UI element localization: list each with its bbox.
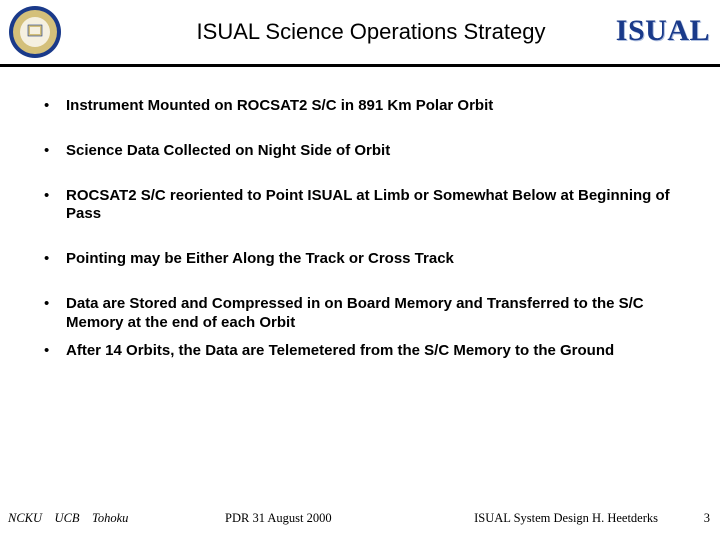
footer-page-number: 3	[704, 511, 710, 526]
bullet-text: After 14 Orbits, the Data are Telemetere…	[66, 342, 676, 361]
bullet-list: • Instrument Mounted on ROCSAT2 S/C in 8…	[44, 97, 676, 361]
bullet-dot-icon: •	[44, 187, 66, 206]
footer-orgs: NCKU UCB Tohoku	[8, 511, 128, 526]
bullet-text: Pointing may be Either Along the Track o…	[66, 250, 676, 269]
bullet-item: • Instrument Mounted on ROCSAT2 S/C in 8…	[44, 97, 676, 116]
slide-body: • Instrument Mounted on ROCSAT2 S/C in 8…	[0, 67, 720, 361]
bullet-dot-icon: •	[44, 97, 66, 116]
bullet-item: • Science Data Collected on Night Side o…	[44, 142, 676, 161]
bullet-text: Instrument Mounted on ROCSAT2 S/C in 891…	[66, 97, 676, 116]
footer-org-a: NCKU	[8, 511, 42, 525]
footer-org-b: UCB	[55, 511, 80, 525]
bullet-item: • Pointing may be Either Along the Track…	[44, 250, 676, 269]
bullet-text: Data are Stored and Compressed in on Boa…	[66, 295, 676, 333]
bullet-item: • Data are Stored and Compressed in on B…	[44, 295, 676, 333]
bullet-item: • After 14 Orbits, the Data are Telemete…	[44, 342, 676, 361]
bullet-dot-icon: •	[44, 295, 66, 314]
footer-date: PDR 31 August 2000	[225, 511, 332, 526]
bullet-text: Science Data Collected on Night Side of …	[66, 142, 676, 161]
university-seal-icon	[8, 5, 62, 59]
bullet-item: • ROCSAT2 S/C reoriented to Point ISUAL …	[44, 187, 676, 225]
isual-logo: ISUAL	[616, 14, 710, 48]
bullet-dot-icon: •	[44, 250, 66, 269]
footer-org-c: Tohoku	[92, 511, 128, 525]
slide-header: ISUAL Science Operations Strategy ISUAL	[0, 0, 720, 64]
bullet-text: ROCSAT2 S/C reoriented to Point ISUAL at…	[66, 187, 676, 225]
bullet-dot-icon: •	[44, 142, 66, 161]
bullet-dot-icon: •	[44, 342, 66, 361]
footer-credit: ISUAL System Design H. Heetderks	[474, 511, 658, 526]
